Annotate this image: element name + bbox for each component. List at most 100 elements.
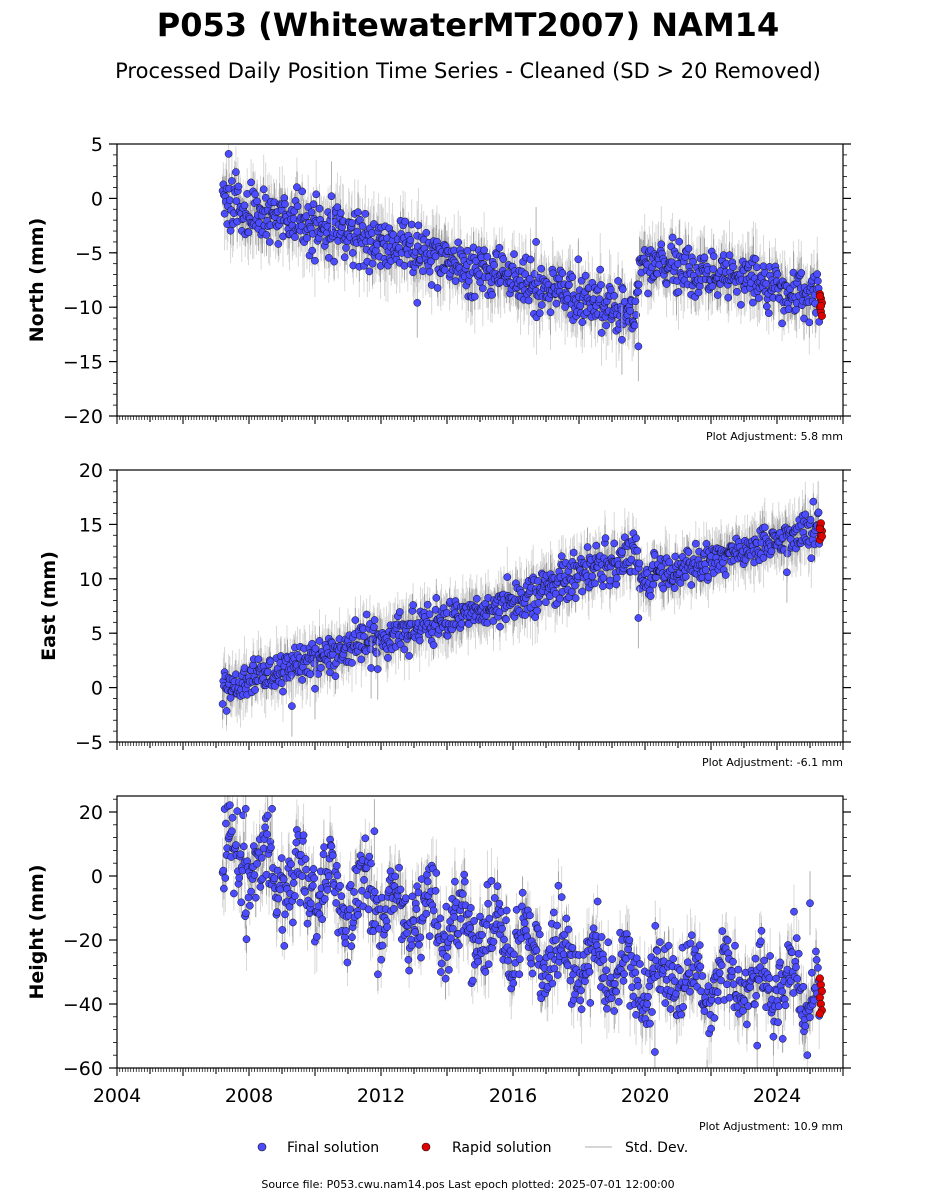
final-point	[806, 515, 815, 524]
final-point	[554, 881, 563, 890]
final-point	[717, 976, 725, 985]
final-point	[251, 686, 259, 694]
final-point	[743, 1020, 751, 1029]
final-point	[565, 281, 573, 289]
final-point	[457, 619, 466, 628]
final-point	[273, 908, 281, 916]
final-point	[451, 877, 459, 886]
final-point	[792, 963, 800, 971]
final-point	[361, 834, 370, 843]
final-point	[309, 865, 318, 873]
y-tick-label: −20	[63, 406, 103, 428]
final-point	[478, 284, 487, 293]
final-point	[752, 991, 761, 1000]
final-point	[256, 883, 265, 891]
final-point	[422, 228, 431, 237]
final-point	[484, 899, 492, 908]
final-point	[653, 947, 662, 955]
final-point	[370, 623, 378, 631]
final-point	[261, 823, 269, 832]
final-point	[589, 924, 598, 933]
final-point	[327, 842, 336, 851]
y-tick-label: 5	[91, 623, 103, 645]
final-point	[370, 888, 379, 896]
final-point	[437, 968, 445, 976]
final-point	[531, 613, 540, 622]
final-point	[384, 654, 392, 662]
final-point	[311, 256, 319, 265]
final-point	[332, 899, 340, 907]
final-point	[651, 1048, 659, 1056]
final-point	[289, 879, 298, 887]
final-point	[670, 977, 679, 985]
final-point	[631, 297, 640, 306]
final-point	[599, 955, 608, 964]
final-point	[441, 266, 449, 274]
final-point	[723, 980, 731, 989]
final-point	[237, 898, 246, 907]
final-point	[541, 598, 550, 607]
final-point	[484, 960, 493, 969]
y-tick-label: 0	[91, 866, 103, 888]
rapid-point	[816, 302, 825, 311]
final-point	[309, 881, 317, 890]
final-point	[480, 246, 488, 255]
plot-area-2	[218, 796, 826, 1068]
final-point	[407, 220, 416, 229]
final-point	[245, 901, 254, 910]
final-point	[503, 573, 512, 581]
final-point	[564, 925, 573, 934]
final-point	[651, 921, 660, 930]
final-point	[487, 877, 496, 885]
final-point	[302, 212, 311, 220]
final-point	[470, 292, 479, 301]
final-point	[686, 939, 695, 948]
y-tick-label: −40	[63, 994, 103, 1016]
final-point	[265, 238, 274, 246]
final-point	[253, 859, 261, 868]
final-point	[219, 866, 228, 875]
final-point	[488, 944, 496, 952]
final-point	[631, 968, 640, 977]
final-point	[632, 954, 641, 963]
final-point	[772, 974, 780, 983]
final-point	[563, 961, 572, 970]
final-point	[812, 947, 820, 956]
final-point	[226, 801, 234, 809]
y-axis-label: North (mm)	[26, 218, 48, 343]
final-point	[236, 850, 245, 859]
final-point	[253, 197, 261, 206]
final-point	[776, 958, 784, 967]
rapid-point	[815, 1009, 824, 1018]
final-point	[740, 997, 749, 1005]
final-point	[431, 252, 440, 261]
final-point	[365, 267, 374, 276]
final-point	[221, 874, 230, 882]
final-point	[241, 909, 250, 918]
y-tick-label: 10	[79, 569, 103, 591]
final-point	[602, 966, 611, 975]
final-point	[610, 979, 619, 988]
final-point	[683, 958, 692, 967]
final-point	[576, 301, 585, 310]
final-point	[533, 577, 542, 585]
final-point	[700, 253, 709, 262]
final-point	[695, 941, 704, 949]
final-point	[307, 899, 315, 908]
final-point	[739, 1007, 747, 1015]
final-point	[502, 906, 511, 915]
final-point	[596, 265, 605, 274]
final-point	[413, 298, 422, 307]
final-point	[537, 301, 546, 309]
final-point	[222, 707, 231, 715]
final-point	[707, 1024, 715, 1033]
final-point	[754, 976, 763, 984]
final-point	[793, 974, 802, 983]
final-point	[281, 910, 289, 919]
final-point	[405, 652, 413, 660]
final-point	[422, 909, 431, 918]
final-point	[618, 335, 626, 344]
final-point	[232, 168, 240, 176]
final-point	[372, 649, 381, 658]
final-point	[320, 843, 328, 851]
